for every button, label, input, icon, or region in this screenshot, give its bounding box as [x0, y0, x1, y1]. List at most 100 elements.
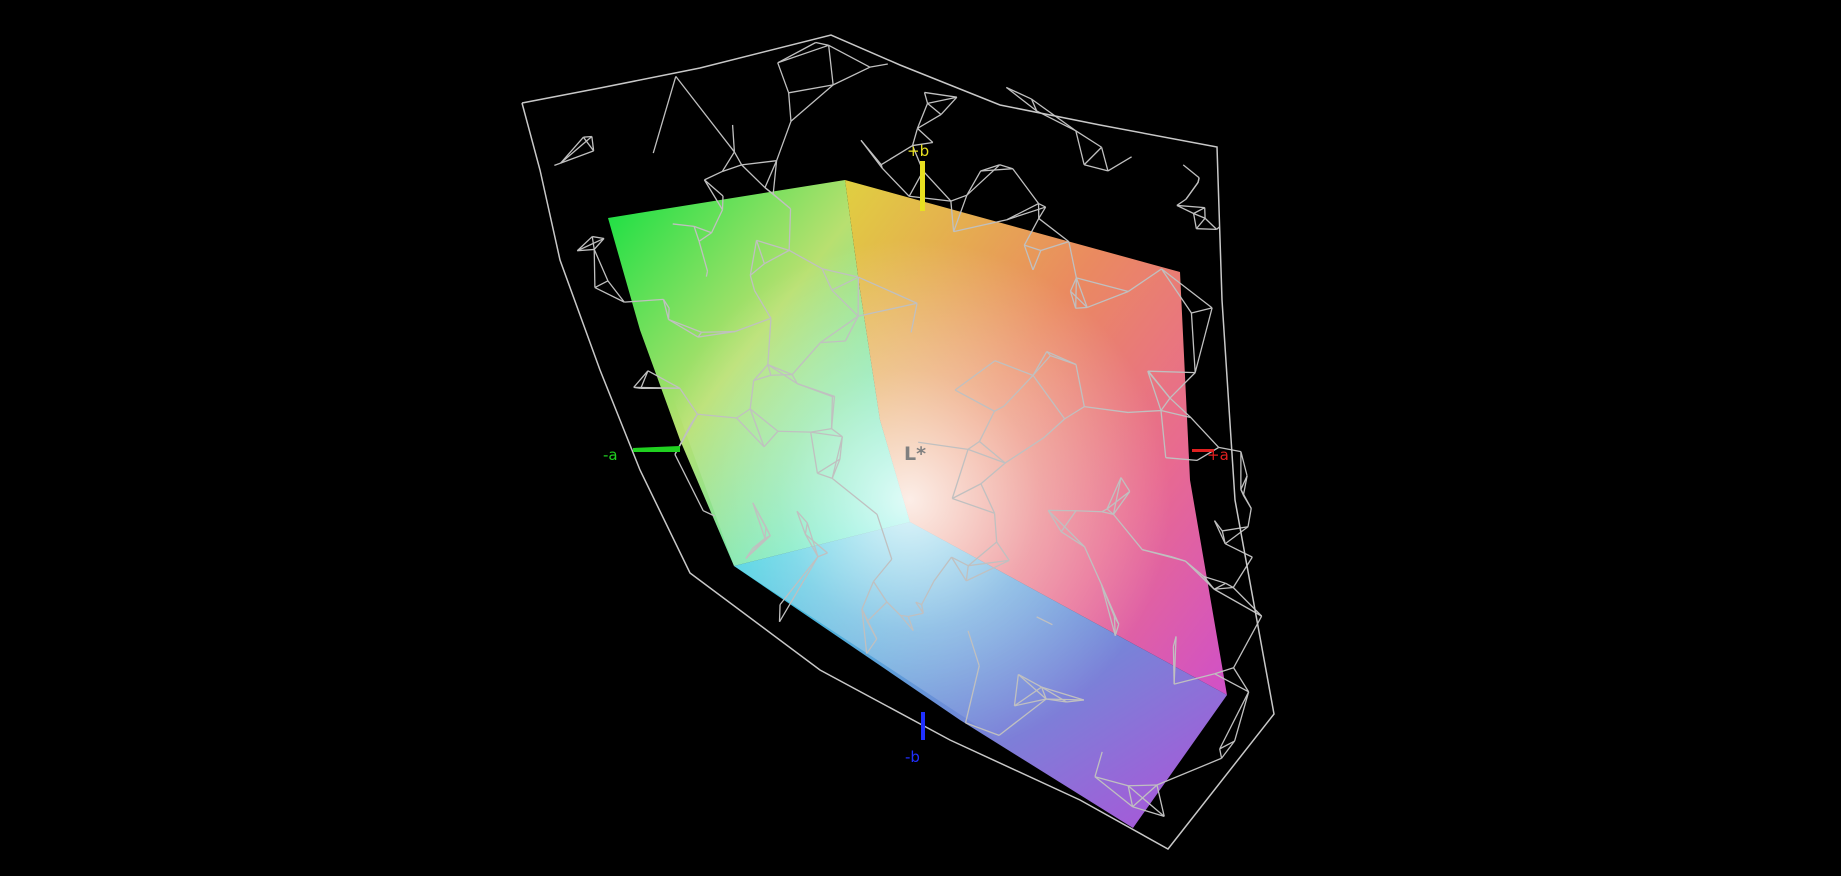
mesh-edge [752, 502, 766, 539]
mesh-edge [1193, 207, 1206, 215]
mesh-edge [704, 170, 723, 181]
mesh-edge [764, 160, 778, 188]
mesh-edge [1006, 202, 1039, 221]
mesh-edge [741, 164, 766, 189]
mesh-edge [777, 44, 829, 64]
mesh-edge [954, 389, 995, 412]
mesh-edge [911, 128, 919, 146]
mesh-edge [1173, 673, 1215, 685]
mesh-edge [1060, 531, 1085, 548]
mesh-edge [810, 432, 819, 474]
mesh-edge [633, 370, 649, 388]
mesh-edge [916, 103, 929, 129]
mesh-edge [765, 526, 771, 537]
mesh-edge [1100, 584, 1116, 636]
mesh-edge [731, 124, 736, 152]
mesh-edge [1160, 410, 1167, 458]
mesh-edge [1213, 520, 1226, 544]
mesh-edge [1032, 351, 1048, 376]
mesh-edge [624, 298, 664, 303]
mesh-edge [640, 370, 649, 389]
mesh-edge [560, 150, 594, 164]
mesh-edge [954, 360, 996, 391]
mesh-edge [788, 208, 792, 251]
axis-plus-b-label: +b [907, 142, 929, 160]
mesh-edge [1114, 623, 1120, 636]
mesh-edge [753, 364, 769, 381]
mesh-edge [1005, 86, 1038, 112]
mesh-edge [593, 249, 596, 288]
mesh-edge [753, 374, 772, 382]
mesh-edge [1160, 409, 1191, 419]
mesh-edge [749, 380, 755, 409]
mesh-edge [967, 630, 980, 667]
mesh-edge [1156, 784, 1165, 817]
mesh-edge [1038, 217, 1070, 243]
mesh-edge [998, 698, 1047, 736]
mesh-edge [662, 299, 670, 320]
mesh-edge [1032, 355, 1051, 376]
mesh-edge [967, 541, 998, 567]
mesh-edge [965, 722, 1000, 736]
axis-minus-a-label: -a [603, 446, 618, 464]
mesh-edge [1213, 582, 1227, 590]
mesh-edge [735, 317, 772, 333]
mesh-edge [899, 614, 914, 632]
mesh-edge [764, 249, 790, 265]
mesh-edge [953, 219, 1008, 233]
mesh-edge [698, 232, 712, 242]
mesh-edge [668, 318, 699, 338]
mesh-edge [1225, 582, 1234, 589]
mesh-edge [830, 396, 836, 429]
mesh-edge [1182, 164, 1200, 179]
mesh-edge [607, 280, 625, 303]
mesh-edge [554, 162, 561, 166]
mesh-edge [1247, 508, 1252, 527]
mesh-edge [647, 370, 681, 389]
mesh-edge [693, 225, 712, 234]
mesh-edge [1128, 409, 1162, 414]
mesh-edge [1031, 98, 1077, 132]
mesh-edge [1070, 290, 1088, 308]
mesh-edge [582, 136, 595, 152]
mesh-edge [922, 170, 952, 202]
mesh-edge [592, 235, 605, 240]
mesh-edge [790, 84, 834, 122]
mesh-edge [1076, 277, 1129, 293]
mesh-edge [1113, 616, 1116, 636]
mesh-edge [880, 145, 913, 166]
mesh-edge [1036, 616, 1053, 626]
mesh-edge [869, 63, 888, 68]
mesh-edge [927, 102, 942, 116]
mesh-edge [1148, 370, 1196, 374]
mesh-edge [1014, 698, 1047, 707]
mesh-edge [804, 522, 808, 535]
mesh-edge [788, 84, 834, 94]
mesh-edge [1012, 168, 1040, 204]
mesh-edge [1184, 560, 1215, 590]
mesh-edge [1192, 213, 1197, 229]
mesh-edge [583, 135, 592, 138]
mesh-edge [577, 237, 605, 252]
mesh-edge [698, 241, 709, 272]
mesh-edge [915, 601, 922, 606]
mesh-edge [1004, 437, 1045, 464]
mesh-edge [1190, 312, 1196, 373]
mesh-edge [1196, 228, 1217, 231]
mesh-edge [1107, 156, 1132, 172]
mesh-edge [674, 454, 704, 511]
mesh-edge [1013, 674, 1019, 706]
mesh-edge [980, 164, 1000, 172]
mesh-edge [675, 75, 735, 153]
mesh-edge [918, 441, 969, 450]
mesh-edge [908, 612, 924, 618]
mesh-edge [1160, 268, 1192, 314]
mesh-edge [810, 431, 843, 438]
mesh-edge [1214, 667, 1234, 675]
mesh-edge [1193, 212, 1206, 219]
mesh-edge [1222, 526, 1249, 532]
mesh-edge [791, 342, 821, 376]
mesh-edge [861, 609, 868, 654]
mesh-edge [996, 541, 1010, 561]
